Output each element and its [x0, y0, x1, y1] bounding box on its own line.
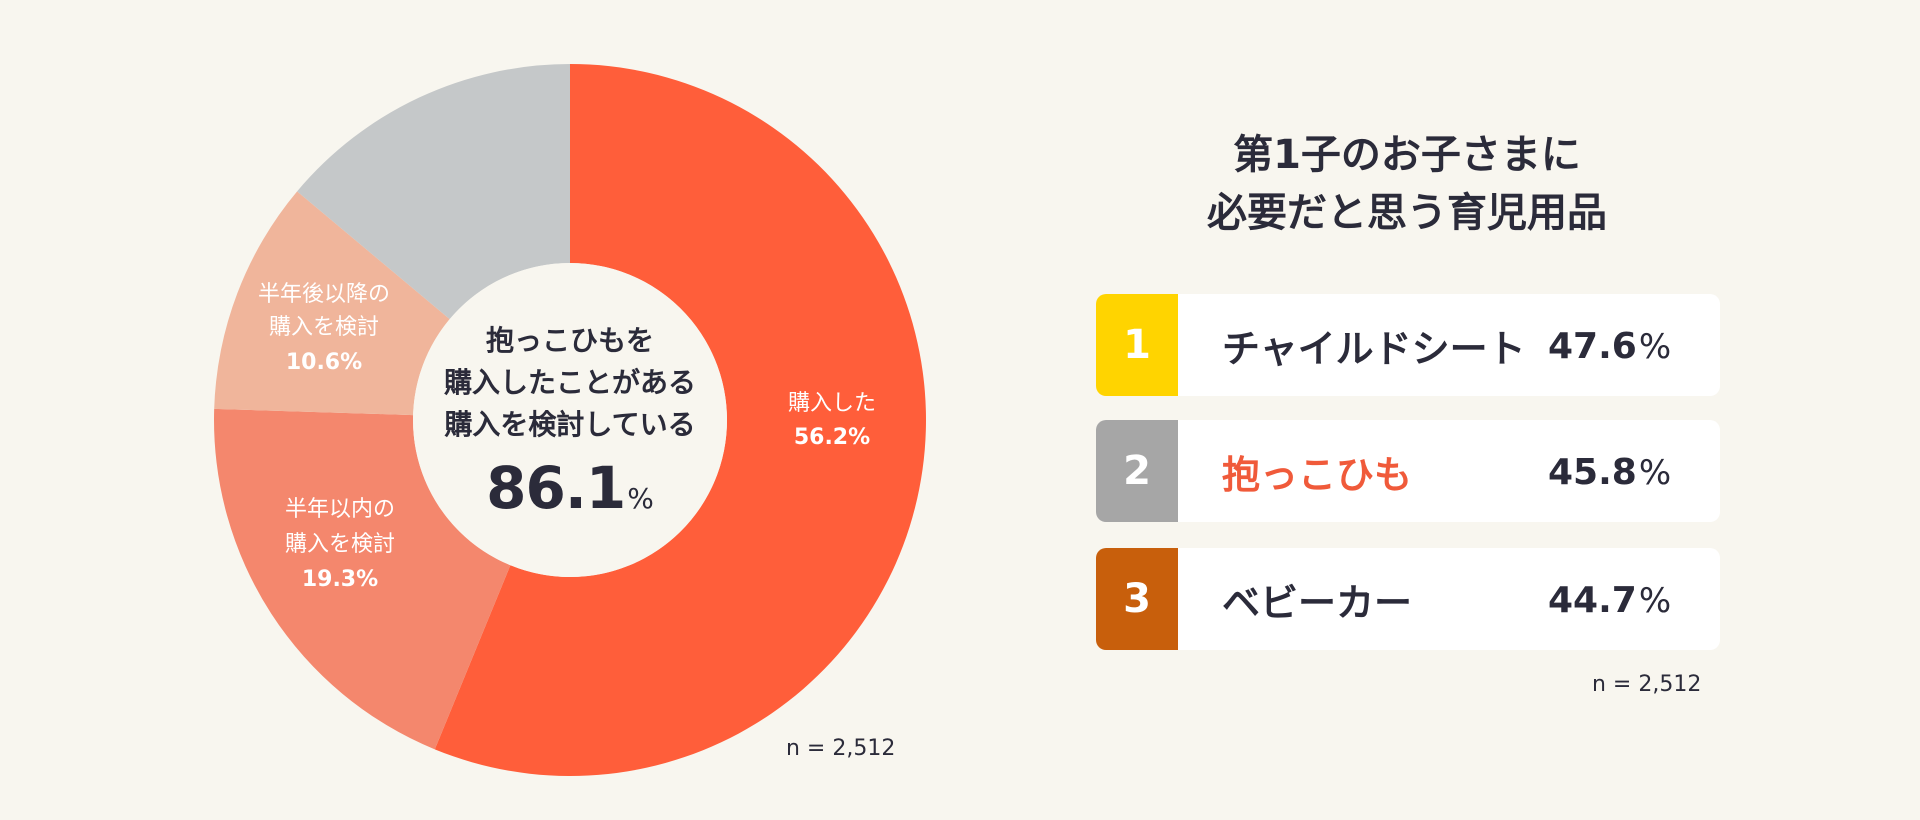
ranking-title-line-2: 必要だと思う育児用品: [1207, 190, 1607, 236]
donut-hole: [413, 263, 727, 577]
donut-slices: [214, 63, 926, 776]
ranking-row-2: 2 抱っこひも 45.8%: [1096, 420, 1720, 522]
ranking-row-1: 1 チャイルドシート 47.6%: [1096, 294, 1720, 396]
ranking-title-line-1: 第1子のお子さまに: [1233, 132, 1581, 178]
slice-label-within-half-year-2: 購入を検討: [285, 532, 395, 557]
center-total: 86.1%: [420, 454, 720, 522]
slice-pct-within-half-year: 19.3%: [302, 567, 378, 592]
donut-center-text: 抱っこひもを 購入したことがある 購入を検討している 86.1%: [420, 320, 720, 522]
rank-badge-1: 1: [1096, 294, 1178, 396]
rank-value-2: 45.8%: [1548, 420, 1671, 522]
rank-value-1: 47.6%: [1548, 294, 1671, 396]
rank-value-2-number: 45.8: [1548, 452, 1637, 493]
donut-slice-3: [214, 191, 450, 416]
donut-slice-1: [434, 64, 926, 776]
rank-badge-2: 2: [1096, 420, 1178, 522]
donut-slice-2: [214, 408, 511, 750]
slice-label-after-half-year-1: 半年後以降の: [258, 282, 390, 307]
slice-label-within-half-year-1: 半年以内の: [285, 497, 395, 522]
donut-sample-size: n = 2,512: [786, 736, 896, 761]
center-line-1: 抱っこひもを: [485, 324, 654, 357]
ranking-row-3: 3 ベビーカー 44.7%: [1096, 548, 1720, 650]
rank-badge-3: 3: [1096, 548, 1178, 650]
slice-label-after-half-year-2: 購入を検討: [269, 315, 379, 340]
rank-value-1-number: 47.6: [1548, 326, 1637, 367]
center-total-value: 86.1: [486, 454, 626, 522]
rank-value-3-unit: %: [1638, 581, 1672, 621]
rank-value-1-unit: %: [1638, 327, 1672, 367]
center-line-2: 購入したことがある: [443, 366, 696, 399]
ranking-sample-size: n = 2,512: [1592, 672, 1702, 697]
slice-pct-purchased: 56.2%: [794, 425, 870, 450]
center-total-unit: %: [627, 482, 654, 515]
rank-value-3: 44.7%: [1548, 548, 1671, 650]
rank-item-3: ベビーカー: [1222, 580, 1413, 625]
rank-value-3-number: 44.7: [1548, 580, 1637, 621]
rank-item-2: 抱っこひも: [1222, 452, 1413, 497]
ranking-title: 第1子のお子さまに 必要だと思う育児用品: [1097, 126, 1717, 242]
rank-item-1: チャイルドシート: [1222, 326, 1526, 371]
donut-slice-4: [297, 63, 570, 320]
rank-value-2-unit: %: [1638, 453, 1672, 493]
slice-pct-after-half-year: 10.6%: [286, 350, 362, 375]
slice-label-purchased: 購入した: [788, 391, 876, 416]
center-line-3: 購入を検討している: [444, 408, 696, 441]
